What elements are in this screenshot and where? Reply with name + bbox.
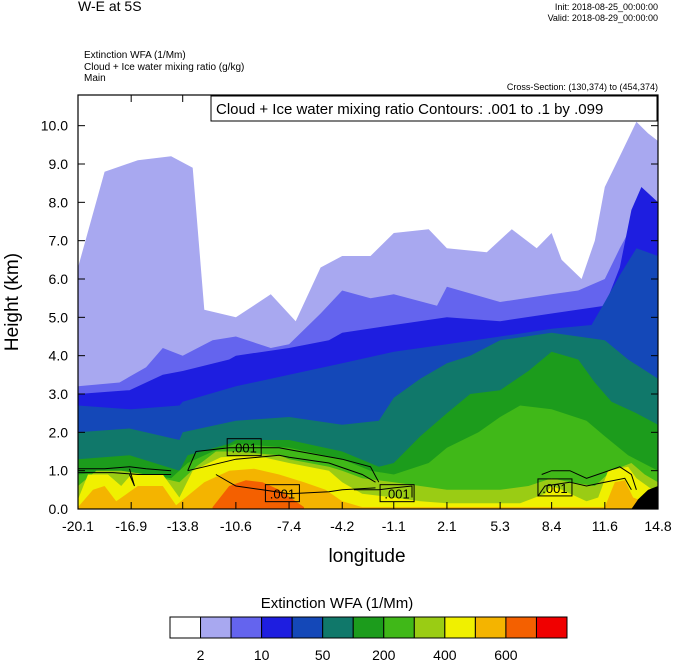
page-title: W-E at 5S xyxy=(78,0,142,14)
init-time: Init: 2018-08-25_00:00:00 xyxy=(554,2,658,12)
contour-info-box: Cloud + Ice water mixing ratio Contours:… xyxy=(210,95,658,122)
colorbar-swatch xyxy=(200,616,232,639)
colorbar-swatch xyxy=(352,616,385,639)
contour-east-bottom xyxy=(537,477,632,496)
colorbar-swatch xyxy=(474,616,507,639)
contour-label: .001 xyxy=(226,438,262,457)
colorbar-swatch xyxy=(291,616,324,639)
colorbar-swatch xyxy=(444,616,476,639)
colorbar-tick-label: 50 xyxy=(315,647,331,663)
contour-label-text: .001 xyxy=(232,441,257,456)
colorbar-swatch xyxy=(383,616,415,639)
y-tick-label: 2.0 xyxy=(49,424,69,440)
valid-time: Valid: 2018-08-29_00:00:00 xyxy=(547,13,658,23)
plot-frame xyxy=(77,94,659,510)
y-tick-label: 8.0 xyxy=(49,194,69,210)
contour-main-bottom xyxy=(215,474,376,495)
colorbar-tick-label: 200 xyxy=(372,647,396,663)
colorbar-tick-label: 400 xyxy=(433,647,457,663)
colorbar-title: Extinction WFA (1/Mm) xyxy=(260,595,414,612)
contour-info-text: Cloud + Ice water mixing ratio Contours:… xyxy=(216,101,603,118)
colorbar: 2 10 50 200 400 600 xyxy=(169,616,568,663)
field-label-cloud-ice: Cloud + Ice water mixing ratio (g/kg) xyxy=(84,62,245,73)
cross-section-label: Cross-Section: (130,374) to (454,374) xyxy=(506,82,658,92)
x-tick-label: -13.8 xyxy=(167,518,199,534)
colorbar-tick-label: 10 xyxy=(254,647,270,663)
x-tick-label: -10.6 xyxy=(220,518,252,534)
y-tick-label: 7.0 xyxy=(49,233,69,249)
contour-main-mid xyxy=(187,454,376,483)
colorbar-tick-label: 2 xyxy=(197,647,205,663)
x-tick-label: -20.1 xyxy=(62,518,94,534)
terrain xyxy=(631,486,658,509)
x-tick-label: -4.2 xyxy=(330,518,354,534)
y-tick-label: 1.0 xyxy=(49,463,69,479)
x-tick-label: -16.9 xyxy=(115,518,147,534)
contour-labels: .001 .001 .001 .001 xyxy=(226,438,573,503)
field-label-extinction: Extinction WFA (1/Mm) xyxy=(84,50,186,61)
y-axis-label: Height (km) xyxy=(2,253,23,351)
contour-central xyxy=(353,485,413,498)
y-tick-label: 0.0 xyxy=(49,501,69,517)
x-tick-label: 11.6 xyxy=(592,518,618,534)
contour-west-2 xyxy=(78,472,172,475)
contour-label: .001 xyxy=(264,484,300,503)
contour-label-text: .001 xyxy=(542,481,567,496)
colorbar-swatch xyxy=(169,616,202,639)
contour-main-top xyxy=(187,447,380,483)
y-tick-label: 5.0 xyxy=(49,309,69,325)
x-tick-label: 2.1 xyxy=(437,518,457,534)
x-tick-label: 8.4 xyxy=(542,518,562,534)
x-axis-label: longitude xyxy=(328,546,405,567)
colorbar-swatch xyxy=(230,616,263,639)
contour-label: .001 xyxy=(537,478,573,497)
colorbar-swatch xyxy=(322,616,354,639)
colorbar-swatch xyxy=(261,616,293,639)
y-tick-label: 4.0 xyxy=(49,348,69,364)
contour-label-text: .001 xyxy=(270,487,295,502)
colorbar-swatch xyxy=(413,616,446,639)
x-tick-label: 14.8 xyxy=(644,518,671,534)
y-tick-label: 3.0 xyxy=(49,386,69,402)
extinction-field xyxy=(78,95,658,509)
contour-label-text: .001 xyxy=(384,487,409,502)
axes: -20.1 -16.9 -13.8 -10.6 -7.4 -4.2 -1.1 2.1 5.3 8.… xyxy=(41,95,672,534)
contour-east-top xyxy=(541,466,637,490)
x-tick-label: 5.3 xyxy=(490,518,510,534)
x-tick-label: -7.4 xyxy=(277,518,301,534)
contour-west-3 xyxy=(129,468,135,487)
contour-label: .001 xyxy=(379,484,415,503)
colorbar-swatch xyxy=(535,616,568,639)
y-tick-label: 9.0 xyxy=(49,156,69,172)
colorbar-tick-label: 600 xyxy=(494,647,518,663)
y-tick-label: 10.0 xyxy=(41,118,68,134)
mixing-ratio-contours xyxy=(78,447,637,498)
colorbar-swatch xyxy=(505,616,537,639)
y-tick-label: 6.0 xyxy=(49,271,69,287)
x-tick-label: -1.1 xyxy=(382,518,406,534)
field-label-main: Main xyxy=(84,73,106,84)
contour-west-1 xyxy=(78,466,172,472)
